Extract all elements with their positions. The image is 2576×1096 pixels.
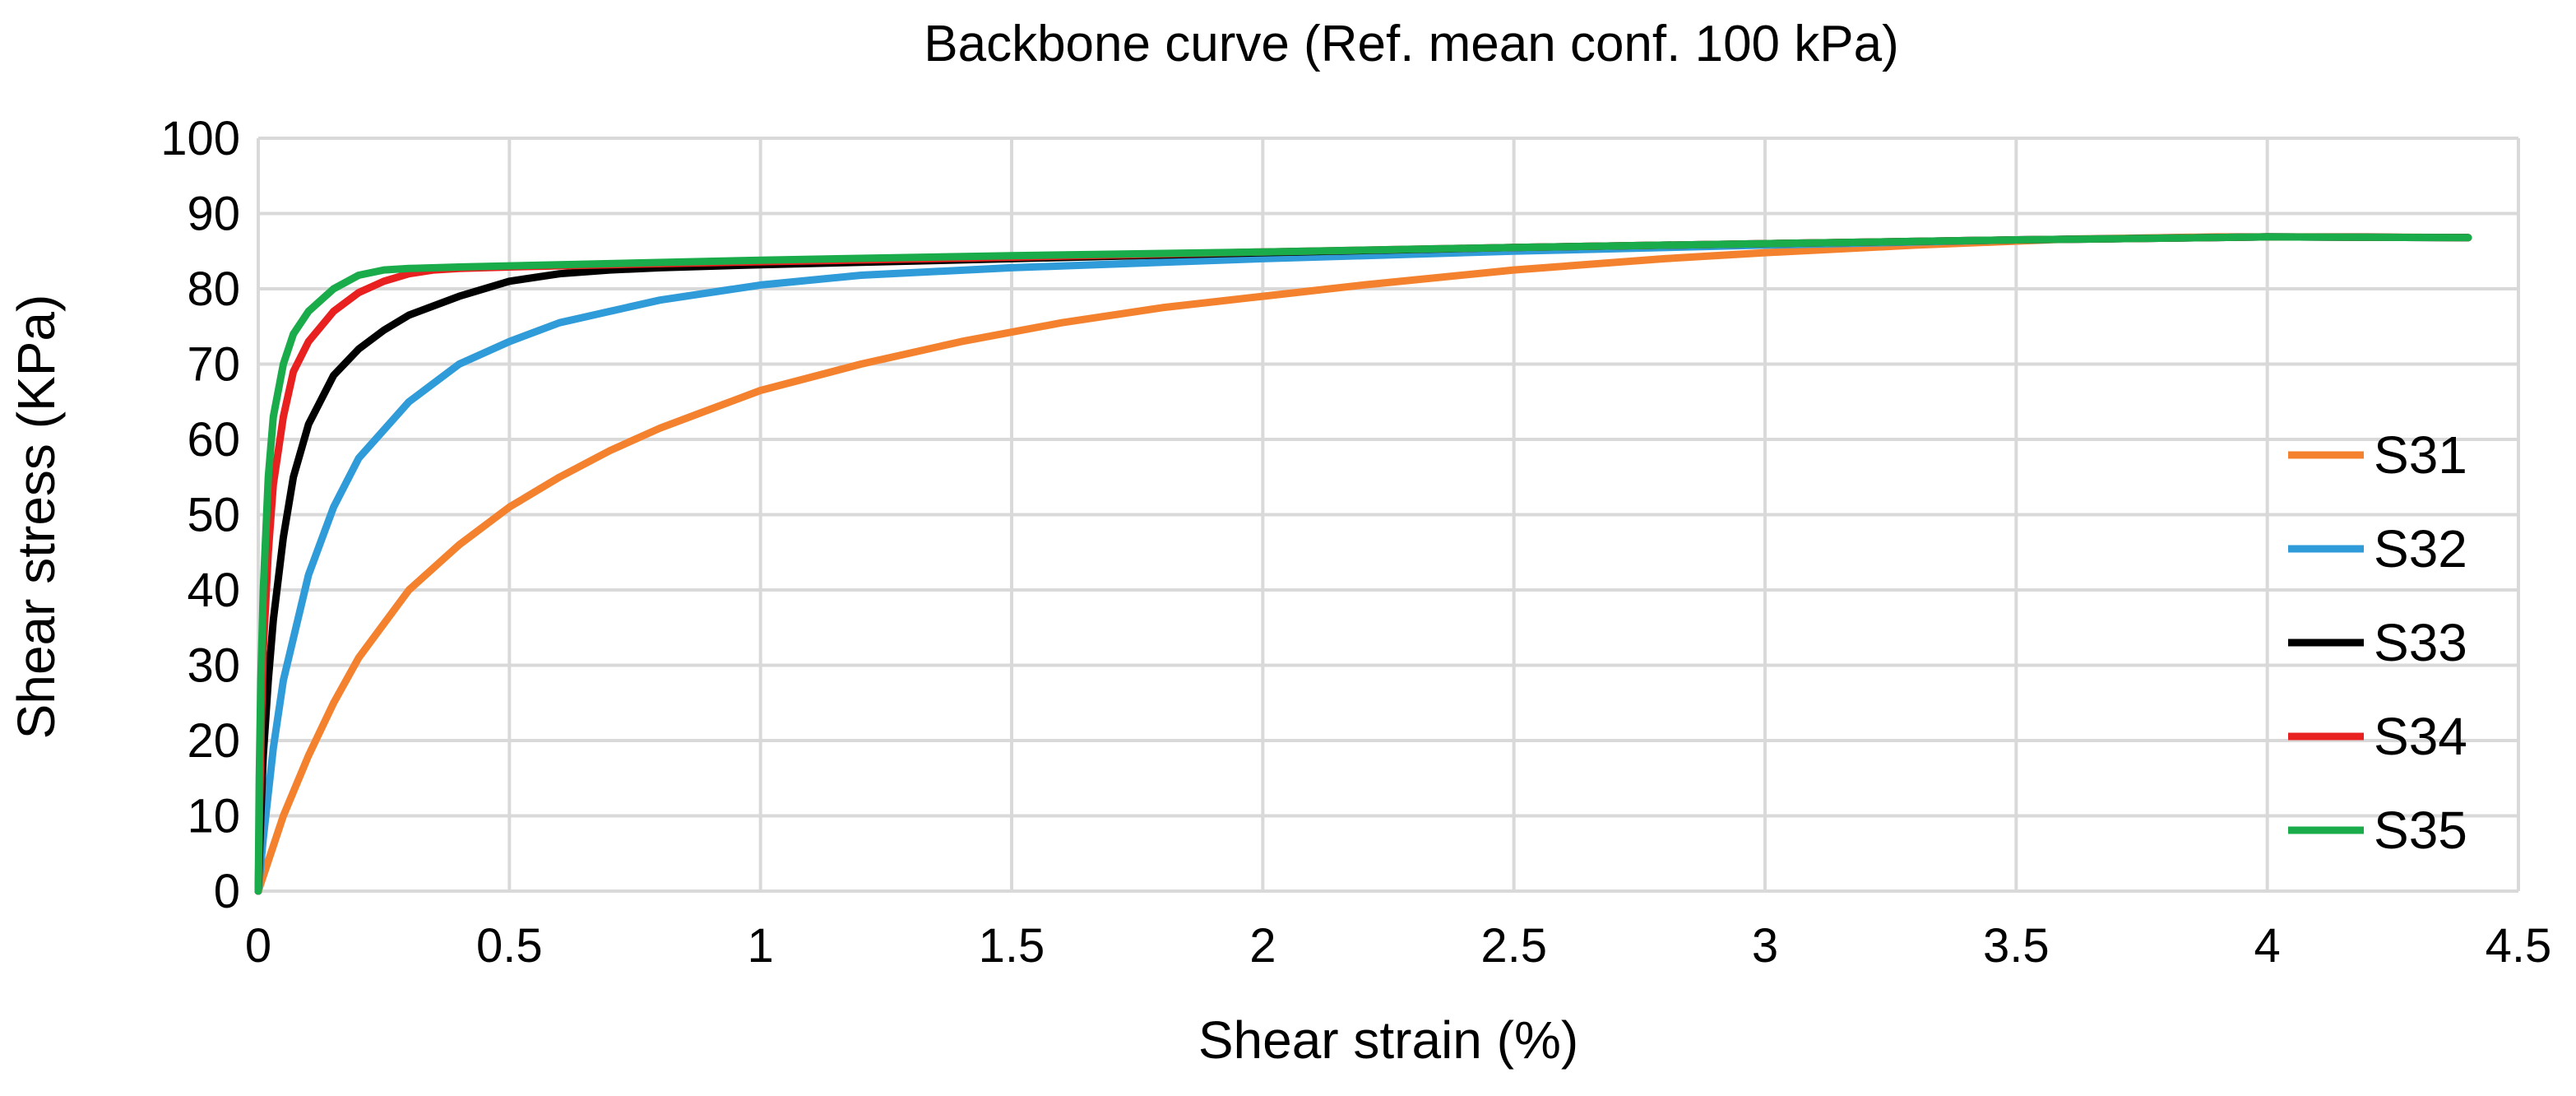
tick-label-layer: 0 10 20 30 40 50 60 70 80 90 100 0 0.5 1 1.5 2 2.5 3 3.5 4 4…	[160, 112, 2551, 973]
y-tick-label: 40	[187, 564, 240, 617]
y-tick-label: 10	[187, 790, 240, 843]
series-line-s32	[254, 233, 2472, 895]
legend-label-s33: S33	[2374, 613, 2467, 672]
x-tick-label: 0.5	[476, 919, 543, 973]
series-layer	[254, 233, 2472, 895]
x-tick-label: 2	[1249, 919, 1276, 973]
x-tick-label: 2.5	[1480, 919, 1547, 973]
y-tick-label: 100	[160, 112, 240, 165]
series-line-s35	[254, 233, 2472, 895]
y-tick-label: 60	[187, 413, 240, 467]
y-tick-label: 90	[187, 188, 240, 241]
series-line-s34	[254, 233, 2472, 895]
y-axis-title: Shear stress (KPa)	[7, 295, 66, 740]
x-tick-label: 1.5	[979, 919, 1045, 973]
x-tick-label: 4	[2254, 919, 2281, 973]
x-tick-label: 3.5	[1983, 919, 2050, 973]
y-tick-label: 20	[187, 714, 240, 768]
series-line-s33	[254, 233, 2472, 895]
y-tick-label: 0	[214, 865, 240, 918]
y-tick-label: 30	[187, 639, 240, 693]
legend-label-s34: S34	[2374, 707, 2467, 766]
x-tick-label: 3	[1752, 919, 1778, 973]
legend-label-s32: S32	[2374, 519, 2467, 578]
x-tick-label: 1	[748, 919, 774, 973]
grid-layer	[257, 137, 2520, 893]
legend-label-s35: S35	[2374, 801, 2467, 860]
x-tick-label: 4.5	[2486, 919, 2552, 973]
legend: S31 S32 S33 S34 S35	[2288, 425, 2467, 860]
x-tick-label: 0	[245, 919, 271, 973]
series-line-s31	[254, 233, 2472, 895]
x-axis-title: Shear strain (%)	[1198, 1010, 1578, 1070]
chart-title: Backbone curve (Ref. mean conf. 100 kPa)	[924, 16, 1899, 72]
y-tick-label: 80	[187, 262, 240, 316]
legend-label-s31: S31	[2374, 425, 2467, 485]
y-tick-label: 70	[187, 338, 240, 392]
y-tick-label: 50	[187, 489, 240, 542]
